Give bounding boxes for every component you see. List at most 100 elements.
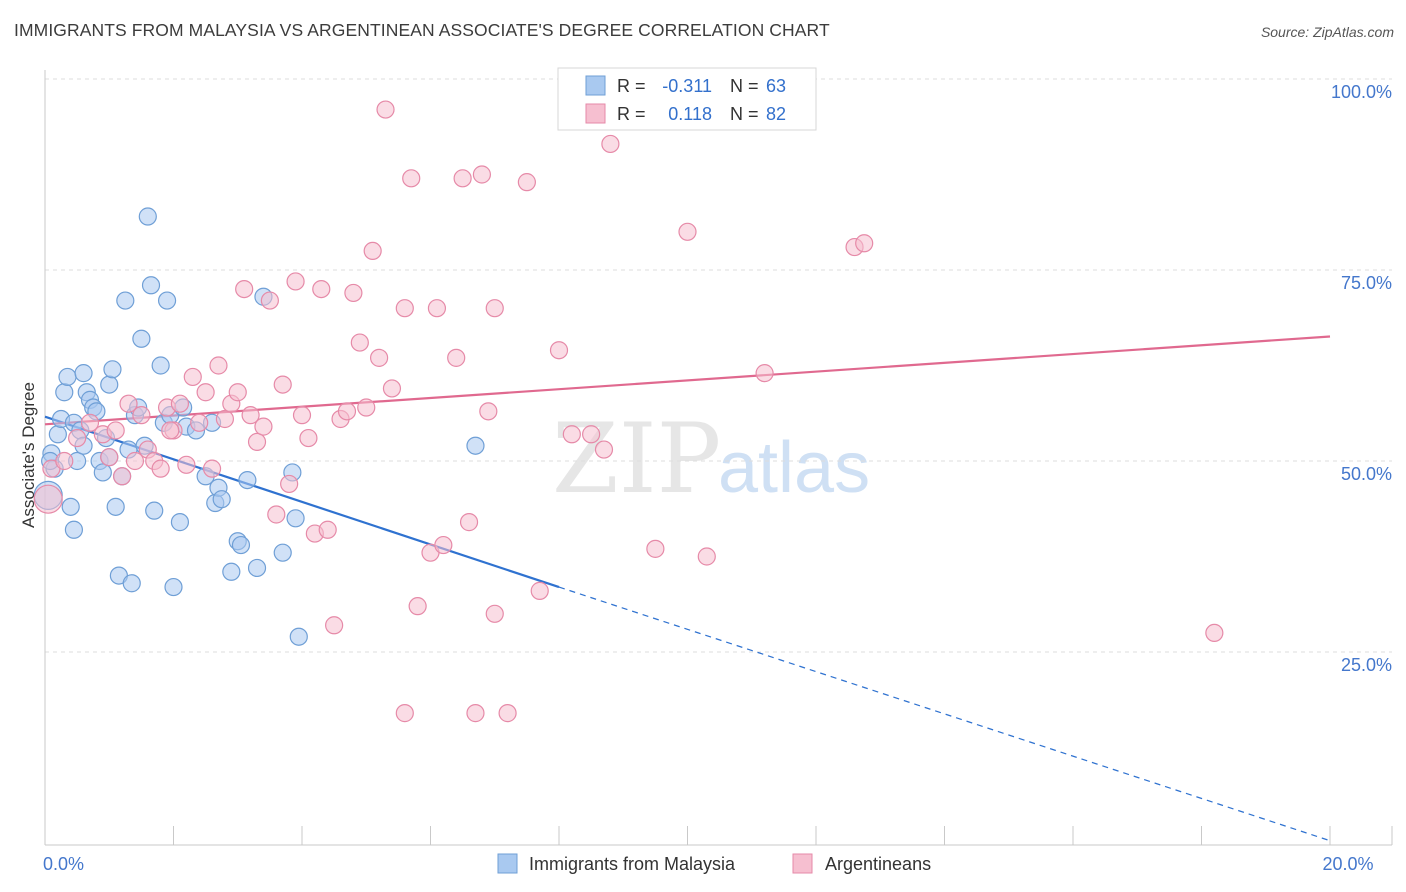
point-argentinean — [106, 421, 125, 440]
point-argentinean — [119, 394, 138, 413]
point-argentinean — [318, 520, 337, 539]
point-malaysia — [231, 535, 251, 555]
point-argentinean — [280, 474, 299, 494]
point-argentinean — [170, 394, 190, 413]
point-argentinean — [112, 467, 132, 486]
point-argentinean — [594, 440, 614, 459]
point-argentinean — [254, 417, 273, 436]
y-tick-label: 100.0% — [1331, 82, 1392, 102]
point-argentinean — [151, 459, 170, 478]
point-malaysia — [141, 276, 161, 295]
point-argentinean — [344, 283, 363, 303]
point-argentinean — [286, 272, 305, 291]
point-argentinean — [363, 241, 382, 260]
point-argentinean — [678, 222, 697, 241]
point-argentinean — [177, 455, 196, 474]
point-argentinean — [370, 348, 389, 367]
point-malaysia — [74, 364, 93, 383]
legend-n-value-2: 82 — [766, 104, 786, 124]
point-argentinean — [357, 398, 376, 417]
point-malaysia — [61, 497, 80, 516]
point-argentinean — [247, 432, 267, 451]
legend-swatch-pink — [585, 103, 606, 124]
legend: R = -0.311 N = 63 R = 0.118 N = 82 — [557, 67, 817, 131]
point-argentinean — [337, 402, 357, 421]
point-argentinean — [562, 425, 581, 444]
point-argentinean — [697, 547, 716, 566]
trend-line-argentinean — [44, 335, 1331, 426]
watermark-atlas: atlas — [718, 428, 870, 508]
point-argentinean — [549, 341, 569, 360]
point-argentinean — [459, 513, 479, 532]
point-argentinean — [299, 428, 318, 448]
point-argentinean — [325, 616, 344, 635]
point-argentinean — [273, 375, 292, 394]
point-argentinean — [312, 280, 331, 299]
point-argentinean — [376, 100, 395, 119]
legend-r-label-2: R = — [617, 104, 646, 124]
point-malaysia — [273, 543, 292, 562]
point-malaysia — [106, 497, 125, 516]
bottom-legend-swatch-pink — [792, 853, 813, 874]
point-argentinean — [395, 704, 414, 723]
legend-r-label-1: R = — [617, 76, 646, 96]
point-argentinean — [1205, 623, 1224, 643]
point-malaysia — [132, 329, 151, 348]
point-argentinean — [235, 280, 254, 299]
point-argentinean — [196, 383, 215, 402]
point-argentinean — [582, 425, 601, 444]
point-malaysia — [238, 471, 257, 490]
point-argentinean — [530, 581, 549, 600]
point-argentinean — [755, 364, 774, 383]
point-malaysia — [151, 356, 170, 375]
point-argentinean — [453, 169, 472, 188]
point-malaysia — [247, 558, 267, 578]
point-argentinean — [215, 409, 234, 429]
point-argentinean — [395, 299, 414, 318]
point-argentinean — [183, 367, 202, 387]
x-tick-label: 0.0% — [43, 854, 84, 874]
point-malaysia — [103, 360, 122, 379]
point-argentinean — [350, 333, 369, 352]
legend-r-value-2: 0.118 — [668, 104, 712, 124]
point-argentinean — [33, 484, 63, 514]
point-argentinean — [209, 356, 228, 375]
point-argentinean — [408, 597, 427, 616]
point-argentinean — [267, 505, 286, 524]
bottom-legend-label-blue: Immigrants from Malaysia — [529, 854, 736, 874]
point-malaysia — [289, 627, 308, 646]
point-argentinean — [260, 291, 279, 310]
point-argentinean — [68, 428, 87, 448]
point-malaysia — [55, 383, 74, 402]
point-argentinean — [228, 383, 247, 402]
legend-n-value-1: 63 — [766, 76, 786, 96]
data-points — [33, 100, 1224, 723]
point-argentinean — [161, 421, 180, 440]
point-argentinean — [55, 451, 74, 471]
point-argentinean — [447, 348, 466, 367]
point-malaysia — [64, 520, 84, 539]
x-tick-label: 20.0% — [1322, 854, 1373, 874]
point-malaysia — [170, 513, 190, 532]
y-tick-label: 50.0% — [1341, 464, 1392, 484]
point-argentinean — [382, 379, 402, 398]
point-malaysia — [212, 490, 231, 509]
y-tick-label: 25.0% — [1341, 655, 1392, 675]
legend-r-value-1: -0.311 — [662, 76, 712, 96]
chart-title: IMMIGRANTS FROM MALAYSIA VS ARGENTINEAN … — [14, 20, 830, 40]
axes: 25.0% 50.0% 75.0% 100.0% 0.0% 20.0% — [43, 70, 1393, 874]
point-argentinean — [517, 173, 536, 192]
point-malaysia — [58, 367, 77, 387]
point-malaysia — [100, 375, 119, 394]
point-malaysia — [157, 291, 177, 310]
point-malaysia — [93, 463, 112, 482]
point-argentinean — [241, 406, 260, 425]
point-argentinean — [479, 402, 498, 421]
point-argentinean — [485, 604, 504, 623]
point-argentinean — [190, 413, 209, 432]
point-argentinean — [646, 539, 665, 558]
point-argentinean — [485, 299, 504, 318]
point-malaysia — [466, 436, 485, 455]
legend-swatch-blue — [585, 75, 606, 96]
